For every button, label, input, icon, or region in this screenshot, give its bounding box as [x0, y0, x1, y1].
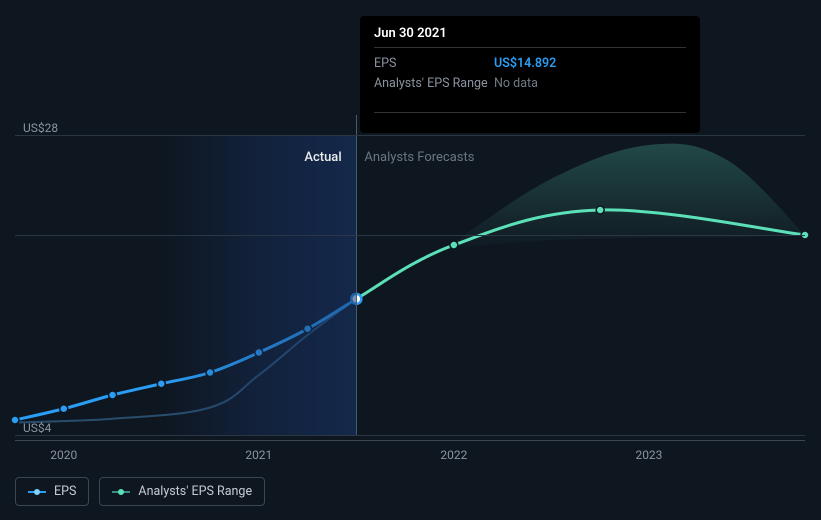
chart-tooltip: Jun 30 2021 EPSUS$14.892Analysts' EPS Ra… — [360, 16, 700, 133]
forecast-range-area — [454, 144, 805, 248]
x-axis-label: 2022 — [440, 448, 467, 462]
gridline — [15, 135, 805, 136]
y-axis-label: US$28 — [23, 121, 58, 135]
gridline — [15, 435, 805, 436]
region-label-actual: Actual — [304, 150, 341, 165]
x-axis-label: 2020 — [50, 448, 77, 462]
x-axis-label: 2021 — [245, 448, 272, 462]
tooltip-separator — [374, 47, 686, 48]
x-axis-line — [15, 440, 805, 441]
eps-chart[interactable]: US$4US$282020202120222023ActualAnalysts … — [15, 120, 805, 440]
legend-swatch-icon — [28, 488, 46, 496]
x-axis-label: 2023 — [635, 448, 662, 462]
legend-item[interactable]: Analysts' EPS Range — [99, 477, 265, 506]
legend-label: Analysts' EPS Range — [138, 484, 252, 499]
tooltip-row: EPSUS$14.892 — [374, 54, 686, 74]
tooltip-row: Analysts' EPS RangeNo data — [374, 74, 686, 94]
legend-label: EPS — [54, 484, 76, 499]
forecast-marker — [450, 241, 458, 249]
tooltip-row-value: US$14.892 — [494, 54, 556, 74]
y-axis-label: US$4 — [23, 421, 51, 435]
tooltip-separator — [374, 112, 686, 113]
region-label-forecast: Analysts Forecasts — [364, 150, 474, 165]
eps-marker — [60, 405, 68, 413]
eps-marker — [109, 391, 117, 399]
chart-plot-svg — [15, 120, 805, 440]
tooltip-date: Jun 30 2021 — [374, 26, 686, 41]
tooltip-row-label: Analysts' EPS Range — [374, 74, 494, 94]
actual-highlight-band — [161, 135, 356, 435]
forecast-marker — [596, 206, 604, 214]
tooltip-row-label: EPS — [374, 54, 494, 74]
gridline — [15, 235, 805, 236]
chart-legend: EPS Analysts' EPS Range — [15, 477, 265, 506]
legend-item[interactable]: EPS — [15, 477, 89, 506]
tooltip-row-value: No data — [494, 74, 538, 94]
eps-marker — [11, 416, 19, 424]
legend-swatch-icon — [112, 488, 130, 496]
hover-guideline — [356, 115, 357, 436]
